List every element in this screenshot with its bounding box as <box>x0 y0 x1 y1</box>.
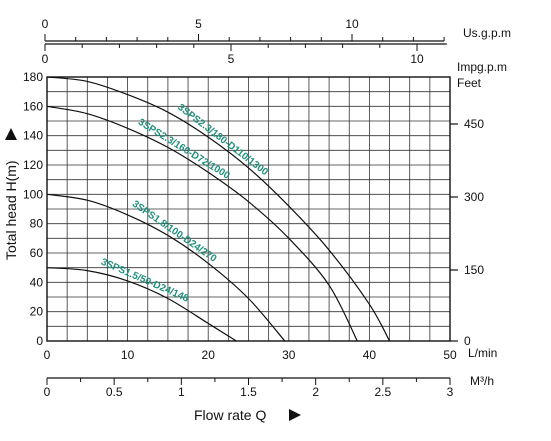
m3h-tick-label: 2.5 <box>374 385 391 399</box>
series-curve <box>46 76 391 342</box>
y-axis-title: Total head H(m) <box>3 160 19 260</box>
y-tick-label: 120 <box>23 158 43 172</box>
y-tick-label: 20 <box>30 305 44 319</box>
series-label: 3SPS1.8/100-D24/270 <box>130 199 219 265</box>
series-curve <box>46 267 237 342</box>
lmin-tick-label: 0 <box>44 348 51 362</box>
series-label: 3SPS1.5/50-D24/148 <box>99 257 190 305</box>
usgpm-tick-label: 5 <box>195 17 202 31</box>
usgpm-tick-label: 0 <box>42 17 49 31</box>
feet-tick-label: 150 <box>464 263 484 277</box>
impgpm-tick-label: 5 <box>228 52 235 66</box>
plot-frame <box>46 76 451 342</box>
m3h-tick-label: 0.5 <box>106 385 123 399</box>
y-tick-label: 100 <box>23 187 43 201</box>
arrow-up-icon <box>5 128 17 140</box>
grid <box>46 76 451 342</box>
m3h-unit-label: M³/h <box>470 374 494 388</box>
m3h-tick-label: 0 <box>44 385 51 399</box>
y-tick-label: 40 <box>30 275 44 289</box>
curves <box>46 76 391 342</box>
x-axis-title: Flow rate Q <box>194 407 266 423</box>
usgpm-unit-label: Us.g.p.m <box>463 26 511 40</box>
series-curve <box>46 193 286 342</box>
m3h-tick-label: 1.5 <box>240 385 257 399</box>
series-curve <box>46 105 358 342</box>
y-tick-label: 0 <box>36 334 43 348</box>
m3h-tick-label: 3 <box>447 385 454 399</box>
arrow-right-icon <box>289 409 301 421</box>
lmin-tick-label: 50 <box>443 348 457 362</box>
impgpm-unit-label: Impg.p.m <box>457 60 507 74</box>
feet-tick-label: 0 <box>464 334 471 348</box>
impgpm-tick-label: 10 <box>410 52 424 66</box>
m3h-tick-label: 1 <box>178 385 185 399</box>
lmin-tick-label: 10 <box>121 348 135 362</box>
lmin-unit-label: L/min <box>468 346 497 360</box>
y-tick-label: 160 <box>23 99 43 113</box>
y-tick-label: 140 <box>23 129 43 143</box>
series-label: 3SPS2.3/160-D72/1000 <box>136 117 232 182</box>
m3h-tick-label: 2 <box>312 385 319 399</box>
feet-tick-label: 300 <box>464 190 484 204</box>
usgpm-tick-label: 10 <box>345 17 359 31</box>
y-tick-label: 180 <box>23 70 43 84</box>
y-tick-label: 80 <box>30 217 44 231</box>
lmin-tick-label: 40 <box>363 348 377 362</box>
y-tick-label: 60 <box>30 246 44 260</box>
lmin-tick-label: 30 <box>282 348 296 362</box>
feet-tick-label: 450 <box>464 117 484 131</box>
impgpm-tick-label: 0 <box>42 52 49 66</box>
feet-unit-label: Feet <box>457 76 482 90</box>
lmin-tick-label: 20 <box>202 348 216 362</box>
